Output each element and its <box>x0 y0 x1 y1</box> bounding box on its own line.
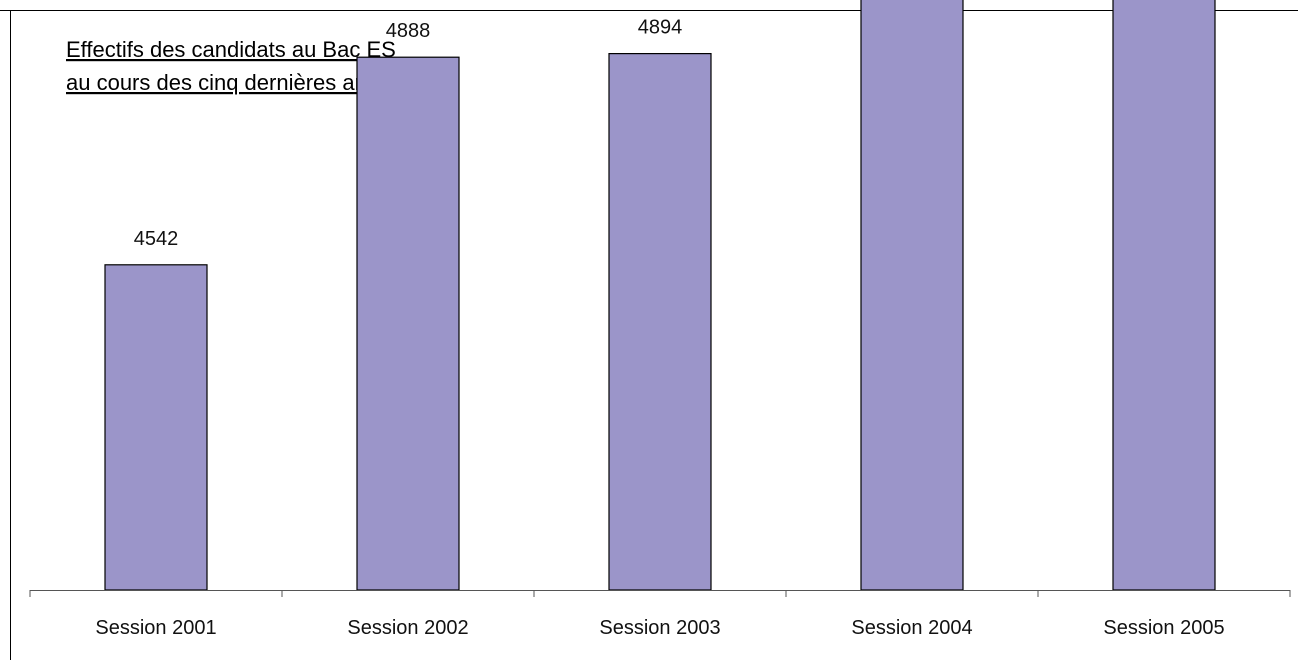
x-tick-labels: Session 2001 Session 2002 Session 2003 Sess… <box>95 617 1224 639</box>
x-tick-label-4: Session 2004 <box>851 617 972 639</box>
data-label-2: 4888 <box>386 20 431 42</box>
bar-2 <box>356 56 460 591</box>
bar-4 <box>860 0 964 591</box>
x-tick-label-3: Session 2003 <box>599 617 720 639</box>
bar-5 <box>1112 0 1216 591</box>
x-tick-label-1: Session 2001 <box>95 617 216 639</box>
bars-group <box>104 0 1216 591</box>
x-tick-label-2: Session 2002 <box>347 617 468 639</box>
chart-title-line-1: Effectifs des candidats au Bac ES <box>66 37 396 62</box>
bar-3 <box>608 52 712 591</box>
x-tick-label-5: Session 2005 <box>1103 617 1224 639</box>
data-label-3: 4894 <box>638 17 683 39</box>
data-label-1: 4542 <box>134 228 179 250</box>
bar-1 <box>104 264 208 591</box>
x-axis <box>29 590 1291 597</box>
data-labels-group: 45424888489450995082 <box>134 17 683 250</box>
